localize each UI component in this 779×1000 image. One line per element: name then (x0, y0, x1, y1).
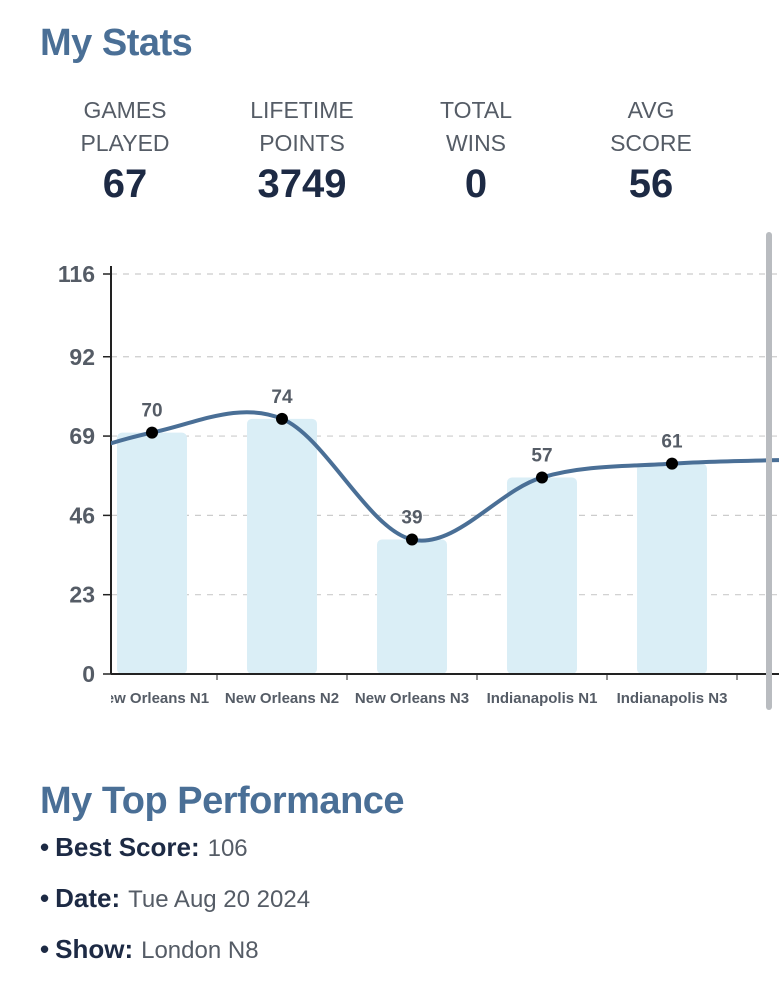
stats-summary: GAMES PLAYED 67 LIFETIME POINTS 3749 TOT… (40, 94, 740, 214)
bar (247, 418, 317, 674)
perf-item-show: • Show: London N8 (40, 934, 310, 985)
stat-label: GAMES PLAYED (80, 97, 170, 156)
y-tick-label: 69 (69, 423, 95, 449)
stat-label: AVG SCORE (610, 97, 692, 156)
y-tick-label: 0 (82, 661, 95, 687)
y-tick-label: 116 (58, 261, 95, 287)
bar (637, 463, 707, 674)
stat-value: 56 (628, 162, 674, 206)
stat-value: 67 (102, 162, 148, 206)
y-tick-label: 92 (69, 344, 95, 370)
perf-value: 106 (207, 835, 248, 862)
y-tick-labels: 0 23 46 69 92 116 (58, 261, 95, 687)
bullet: • (40, 832, 50, 862)
chart-scrollbar[interactable] (766, 232, 772, 710)
x-tick-label: Indianapolis N3 (617, 690, 728, 707)
stat-value: 0 (464, 162, 488, 206)
data-label: 61 (661, 432, 683, 453)
y-tick-label: 23 (69, 582, 95, 608)
stat-games-played: GAMES PLAYED 67 (40, 94, 210, 207)
top-performance-title: My Top Performance (40, 780, 405, 822)
stat-avg-score: AVG SCORE 56 (566, 94, 736, 207)
x-tick-label: New Orleans N3 (355, 690, 469, 707)
perf-item-best-score: • Best Score: 106 (40, 832, 310, 883)
x-tick-label: Indianapolis N1 (487, 690, 598, 707)
data-point (146, 426, 158, 439)
y-tick-label: 46 (69, 502, 95, 528)
data-label: 74 (271, 387, 293, 408)
stat-lifetime-points: LIFETIME POINTS 3749 (217, 94, 387, 207)
data-label: 57 (531, 445, 552, 466)
data-point (406, 533, 418, 546)
x-tick-label: New Orleans N2 (225, 690, 339, 707)
data-label: 39 (401, 508, 422, 529)
page-title: My Stats (40, 22, 193, 64)
axes (103, 266, 779, 680)
perf-label: Date: (55, 883, 121, 913)
bars (117, 418, 707, 674)
perf-item-date: • Date: Tue Aug 20 2024 (40, 883, 310, 934)
bullet: • (40, 934, 50, 964)
stat-label: LIFETIME POINTS (250, 97, 354, 156)
stat-value: 3749 (257, 162, 347, 206)
data-points (146, 412, 678, 546)
x-tick-labels: New Orleans N1 New Orleans N2 New Orleans … (95, 690, 728, 707)
data-point (276, 412, 288, 425)
data-point (666, 457, 678, 470)
data-labels: 70 74 39 57 61 (141, 387, 683, 529)
data-point (536, 471, 548, 484)
x-tick-label: New Orleans N1 (95, 690, 209, 707)
perf-label: Best Score: (55, 832, 200, 862)
bar (117, 432, 187, 674)
perf-value: Tue Aug 20 2024 (128, 886, 311, 913)
perf-label: Show: (55, 934, 134, 964)
bullet: • (40, 883, 50, 913)
data-label: 70 (141, 401, 162, 422)
top-performance-list: • Best Score: 106 • Date: Tue Aug 20 2024 • S… (40, 832, 310, 985)
stat-total-wins: TOTAL WINS 0 (391, 94, 561, 207)
bar (377, 539, 447, 674)
bar (507, 477, 577, 674)
perf-value: London N8 (141, 937, 259, 964)
stat-label: TOTAL WINS (440, 97, 512, 156)
